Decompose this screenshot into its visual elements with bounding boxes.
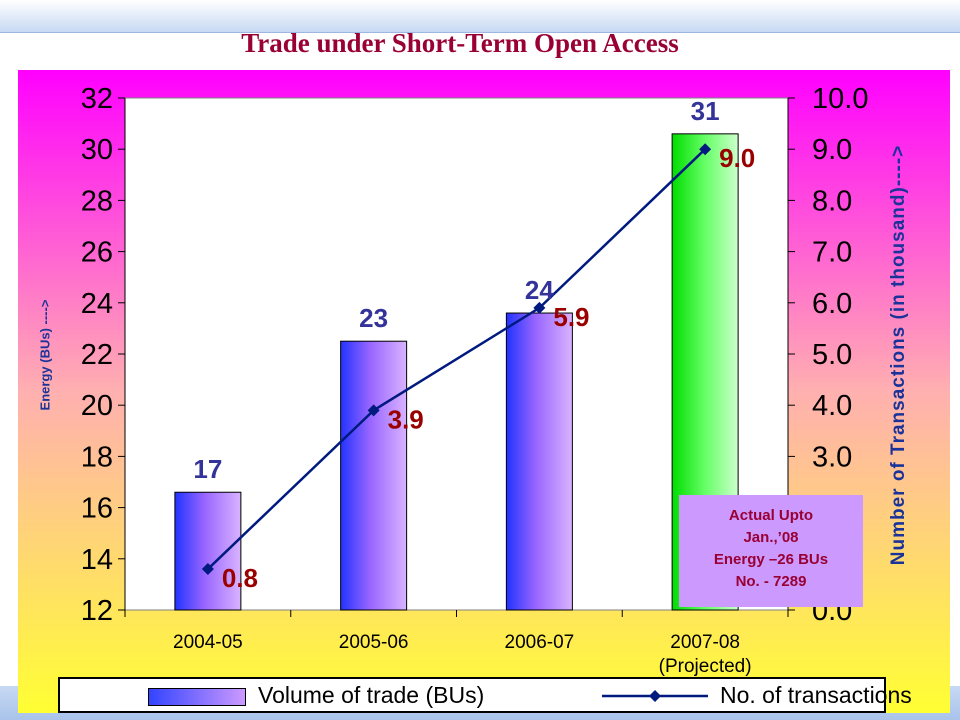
- x-tick-label: 2004-05: [173, 632, 243, 653]
- left-tick-label: 14: [81, 544, 113, 576]
- right-tick-label: 3.0: [812, 441, 852, 473]
- legend-bar-label: Volume of trade (BUs): [258, 682, 485, 708]
- x-category-note: (Projected): [659, 656, 752, 677]
- x-tick-label: 2006-07: [505, 632, 575, 653]
- line-value-label: 9.0: [719, 143, 755, 173]
- bar-value-label: 24: [525, 275, 554, 305]
- bar-value-label: 23: [359, 303, 388, 333]
- x-tick-label: 2007-08: [670, 632, 740, 653]
- left-tick-label: 20: [81, 390, 113, 422]
- line-value-label: 5.9: [553, 302, 589, 332]
- line-point: [367, 404, 380, 417]
- note-line-3: Energy –26 BUs: [713, 551, 829, 568]
- bar: [174, 491, 242, 611]
- data-labels: 17 23 24 31 0.8 3.9 5.9 9.0: [193, 96, 755, 593]
- left-tick-label: 12: [81, 595, 113, 627]
- left-tick-label: 16: [81, 493, 113, 525]
- left-tick-label: 28: [81, 185, 113, 217]
- right-tick-label: 9.0: [812, 134, 852, 166]
- right-tick-label: 6.0: [812, 288, 852, 320]
- legend-bar-swatch: [148, 688, 246, 706]
- x-axis: 2004-05 2005-06 2006-07 2007-08 (Projected): [124, 610, 789, 677]
- legend: Volume of trade (BUs) No. of transaction…: [58, 677, 912, 713]
- note-line-4: No. - 7289: [735, 573, 807, 590]
- note-line-1: Actual Upto: [728, 507, 814, 524]
- left-tick-label: 26: [81, 237, 113, 269]
- line-series: [201, 143, 712, 576]
- left-tick-label: 30: [81, 134, 113, 166]
- line-value-label: 3.9: [388, 404, 424, 434]
- left-tick-label: 22: [81, 339, 113, 371]
- line-point: [699, 143, 712, 156]
- left-tick-label: 32: [81, 83, 113, 115]
- right-axis-label: Number of Transactions (in thousand)----…: [888, 144, 909, 566]
- x-tick-label: 2005-06: [339, 632, 409, 653]
- left-tick-label: 18: [81, 441, 113, 473]
- legend-line-swatch: [602, 690, 708, 702]
- line-point: [533, 301, 546, 314]
- right-tick-label: 5.0: [812, 339, 852, 371]
- transactions-line: [207, 148, 706, 570]
- right-tick-label: 10.0: [812, 83, 868, 115]
- bar: [505, 312, 573, 611]
- line-point: [201, 563, 214, 576]
- left-axis: 12 14 16 18 20 22 24 26 28 30 32: [81, 83, 126, 627]
- left-tick-label: 24: [81, 288, 113, 320]
- bar-value-label: 31: [691, 96, 720, 126]
- bar-value-label: 17: [193, 454, 222, 484]
- legend-line-label: No. of transactions: [720, 682, 912, 708]
- right-tick-label: 7.0: [812, 237, 852, 269]
- right-tick-label: 8.0: [812, 185, 852, 217]
- top-band: [0, 0, 960, 33]
- bar: [340, 340, 408, 611]
- line-value-label: 0.8: [222, 563, 258, 593]
- right-tick-label: 4.0: [812, 390, 852, 422]
- actual-note-box: Actual Upto Jan.,’08 Energy –26 BUs No. …: [679, 495, 863, 607]
- note-line-2: Jan.,’08: [743, 529, 799, 546]
- chart-title: Trade under Short-Term Open Access: [241, 28, 679, 58]
- left-axis-label: Energy (BUs) ---->: [37, 299, 53, 411]
